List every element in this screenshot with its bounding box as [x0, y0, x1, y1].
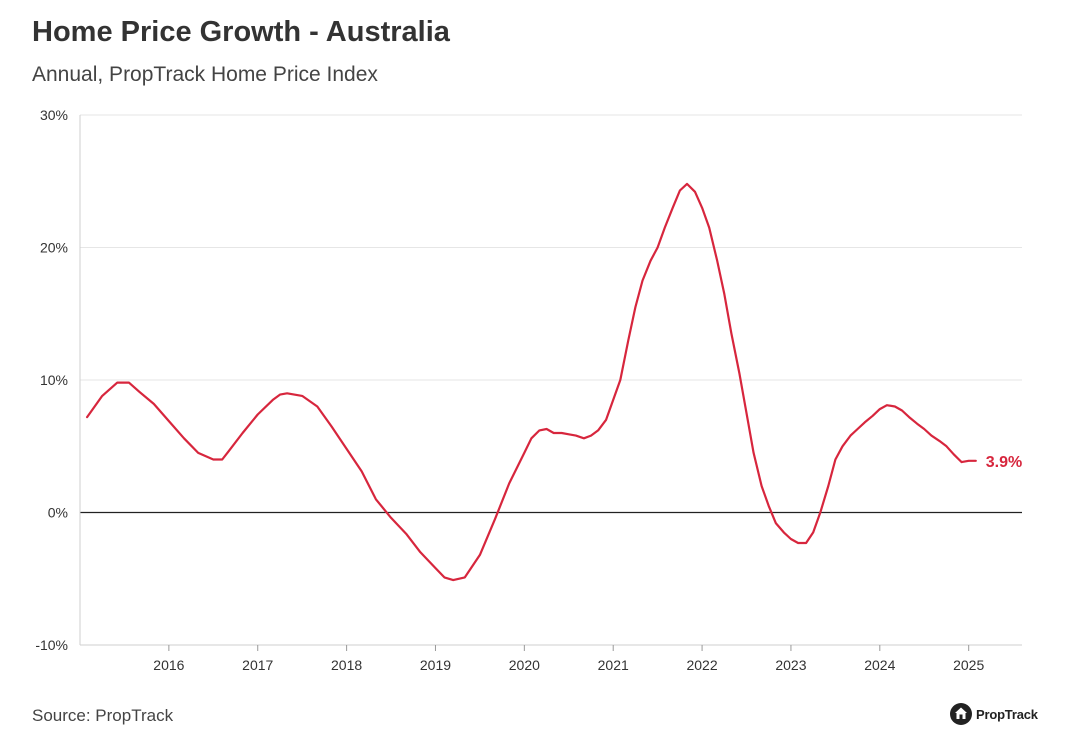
x-tick-label: 2025 [953, 657, 984, 673]
end-value-label: 3.9% [986, 454, 1022, 471]
chart-subtitle: Annual, PropTrack Home Price Index [32, 63, 378, 86]
chart-title: Home Price Growth - Australia [32, 16, 450, 48]
y-tick-label: 0% [48, 505, 68, 521]
x-tick-label: 2020 [509, 657, 540, 673]
house-icon [950, 703, 972, 725]
y-axis-ticks: 30% 20% 10% 0% -10% [35, 107, 68, 653]
x-tick-label: 2021 [598, 657, 629, 673]
x-tick-label: 2023 [775, 657, 806, 673]
x-tick-label: 2022 [686, 657, 717, 673]
x-tick-label: 2016 [153, 657, 184, 673]
x-tick-label: 2018 [331, 657, 362, 673]
series-layer [86, 182, 977, 582]
x-tick-label: 2024 [864, 657, 895, 673]
brand-name: PropTrack [976, 706, 1038, 722]
source-note: Source: PropTrack [32, 706, 174, 725]
x-tick-label: 2019 [420, 657, 451, 673]
y-tick-label: 20% [40, 240, 68, 256]
y-tick-label: 10% [40, 372, 68, 388]
end-label-layer: 3.9% [986, 454, 1022, 471]
x-tick-label: 2017 [242, 657, 273, 673]
brand-logo: PropTrack [950, 703, 1038, 725]
x-axis-ticks: 2016 2017 2018 2019 2020 2021 2022 2023 2024 2025 [153, 645, 984, 673]
y-tick-label: 30% [40, 107, 68, 123]
series-line-annual-growth [86, 182, 977, 582]
grid-lines [79, 114, 1022, 646]
y-tick-label: -10% [35, 637, 68, 653]
